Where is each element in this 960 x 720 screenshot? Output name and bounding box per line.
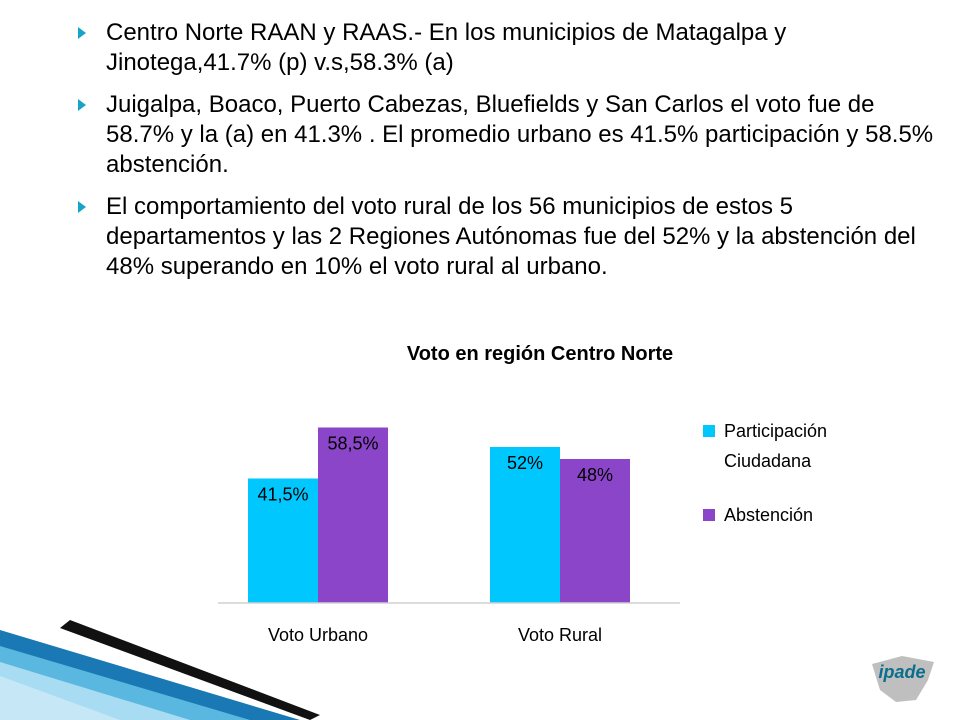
bullet-text: El comportamiento del voto rural de los …: [106, 193, 916, 280]
bar-chart: Voto en región Centro Norte 41,5% 58,5% Vo…: [218, 343, 827, 645]
bar: [318, 427, 388, 603]
legend-label: Ciudadana: [724, 451, 812, 471]
legend: Participación Ciudadana Abstención: [703, 421, 827, 525]
decorative-swoosh: [0, 620, 320, 720]
bullet-text: Centro Norte RAAN y RAAS.- En los munici…: [106, 19, 787, 76]
plot-area: 41,5% 58,5% Voto Urbano 52% 48% Voto Rural: [248, 427, 630, 645]
bullet-item: Centro Norte RAAN y RAAS.- En los munici…: [78, 18, 938, 78]
data-label: 41,5%: [257, 485, 308, 505]
bullet-list: Centro Norte RAAN y RAAS.- En los munici…: [78, 18, 938, 294]
legend-label: Abstención: [724, 505, 813, 525]
x-tick-label: Voto Rural: [518, 625, 602, 645]
bullet-arrow-icon: [78, 27, 86, 39]
data-label: 48%: [577, 465, 613, 485]
legend-swatch: [703, 425, 715, 437]
ipade-logo: ipade: [872, 656, 934, 702]
legend-label: Participación: [724, 421, 827, 441]
bar: [248, 478, 318, 603]
x-tick-label: Voto Urbano: [268, 625, 368, 645]
chart-title: Voto en región Centro Norte: [407, 343, 673, 365]
bar: [560, 459, 630, 603]
bullet-item: El comportamiento del voto rural de los …: [78, 192, 938, 282]
data-label: 58,5%: [327, 434, 378, 454]
data-label: 52%: [507, 453, 543, 473]
logo-map-shape: [872, 656, 934, 702]
bullet-item: Juigalpa, Boaco, Puerto Cabezas, Bluefie…: [78, 90, 938, 180]
bullet-text: Juigalpa, Boaco, Puerto Cabezas, Bluefie…: [106, 91, 934, 178]
bullet-arrow-icon: [78, 201, 86, 213]
legend-swatch: [703, 509, 715, 521]
logo-text: ipade: [878, 662, 925, 682]
bullet-arrow-icon: [78, 99, 86, 111]
bar: [490, 447, 560, 603]
